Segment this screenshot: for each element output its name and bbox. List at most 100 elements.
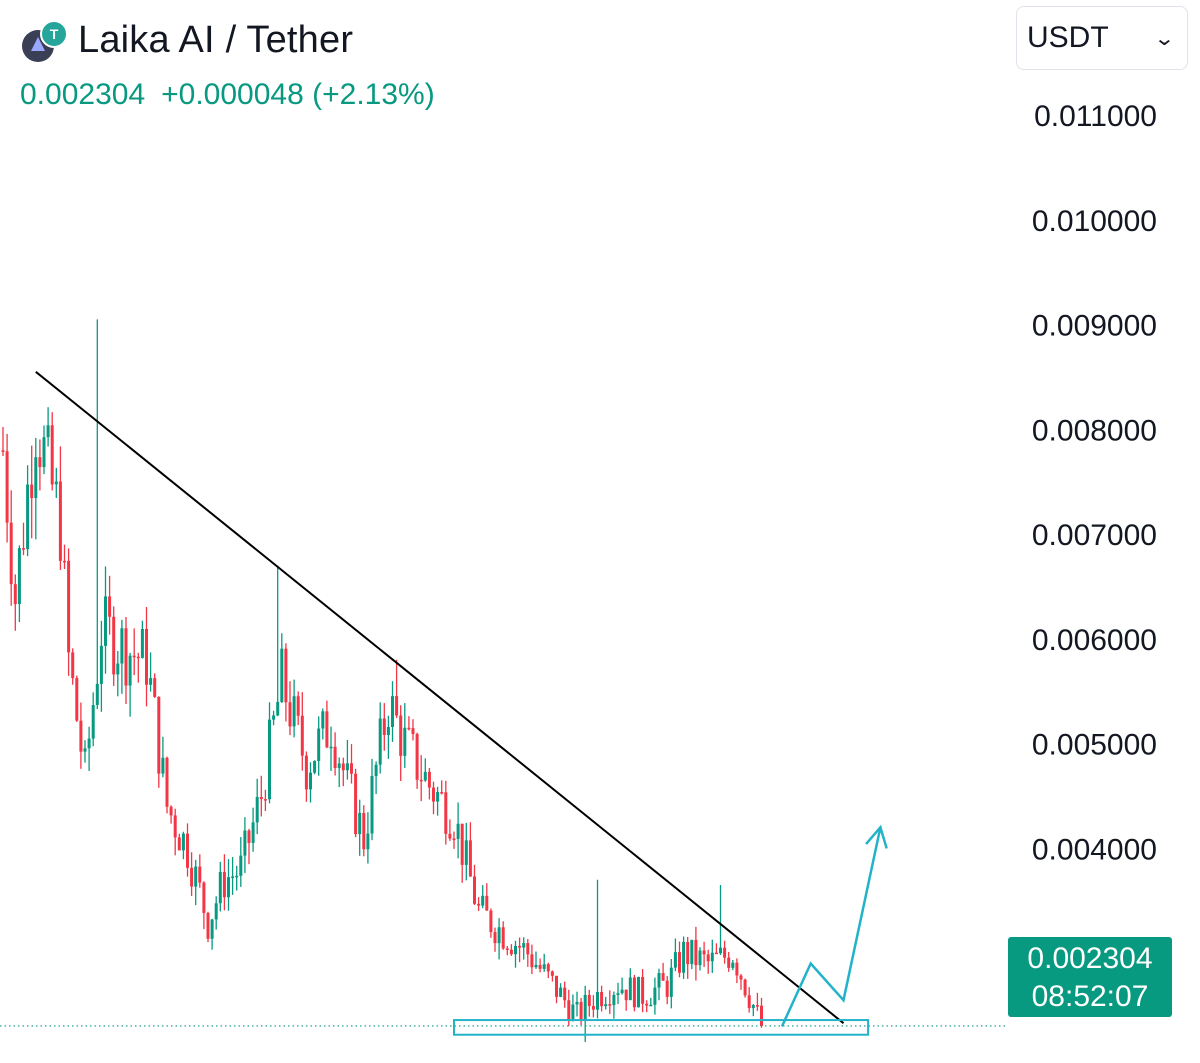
candle-body <box>723 947 727 958</box>
candle-body <box>42 437 46 468</box>
candle-body <box>288 702 292 727</box>
candle <box>559 983 563 998</box>
candle <box>71 648 75 685</box>
candle-body <box>378 718 382 765</box>
candle <box>419 755 423 802</box>
candle <box>616 982 620 1005</box>
candle <box>210 918 214 950</box>
candle-body <box>140 628 144 658</box>
candle-body <box>325 711 329 748</box>
candle-body <box>317 728 321 761</box>
candle-body <box>63 560 66 563</box>
candle-body <box>530 954 534 968</box>
candle <box>571 994 575 1022</box>
candle-body <box>481 895 485 906</box>
candle-body <box>399 715 403 756</box>
candle <box>145 607 148 707</box>
candle <box>247 828 251 865</box>
candle <box>587 989 591 1017</box>
candle <box>321 708 325 740</box>
candle-body <box>682 941 686 973</box>
candle-body <box>419 779 423 782</box>
candle <box>34 437 38 540</box>
candle <box>276 565 280 717</box>
candle <box>313 760 317 775</box>
candle <box>550 970 554 982</box>
candle-body <box>38 457 42 468</box>
candle-body <box>505 948 509 950</box>
tether-logo-icon: T <box>40 20 68 48</box>
candle-body <box>370 776 374 834</box>
last-price-label-value: 0.002304 <box>1027 942 1153 975</box>
candle <box>194 859 198 906</box>
candle <box>165 756 169 814</box>
candle-body <box>641 976 645 1004</box>
candle-body <box>473 876 476 904</box>
candle <box>9 490 13 606</box>
candle <box>54 467 58 498</box>
candle-body <box>542 964 546 969</box>
candle <box>403 703 407 768</box>
candle <box>153 673 157 698</box>
candle <box>501 921 505 950</box>
candle-body <box>243 830 247 856</box>
candle-body <box>604 1004 608 1007</box>
candle-body <box>321 711 325 729</box>
candle-body <box>99 645 103 684</box>
trendline[interactable] <box>35 371 845 1024</box>
candle <box>563 981 567 1008</box>
support-zone[interactable] <box>453 1019 870 1036</box>
candle-body <box>46 425 50 438</box>
candle <box>173 808 177 856</box>
candle-body <box>181 833 185 851</box>
candle-body <box>719 947 722 954</box>
candle <box>227 859 230 911</box>
candle <box>13 574 17 631</box>
candle-body <box>710 952 714 962</box>
candle <box>723 940 727 964</box>
candle-body <box>403 727 407 756</box>
candle <box>555 975 558 1004</box>
candle <box>395 659 399 718</box>
candle <box>448 819 452 841</box>
candle <box>304 751 308 802</box>
candle-body <box>263 799 267 801</box>
candle <box>751 1004 755 1017</box>
candle <box>706 949 710 974</box>
projection-arrow-head-icon <box>865 824 888 849</box>
candle <box>50 412 54 491</box>
candle-body <box>218 871 222 904</box>
candle <box>411 719 415 741</box>
candle-body <box>120 628 124 664</box>
candle-body <box>583 994 587 1020</box>
candle-body <box>546 964 550 972</box>
currency-select-value: USDT <box>1027 21 1109 54</box>
candle <box>222 854 226 911</box>
candle <box>596 879 599 1019</box>
drawings[interactable] <box>0 371 1005 1036</box>
projection-path[interactable] <box>780 827 882 1027</box>
candle-body <box>678 952 681 973</box>
candle <box>460 823 464 883</box>
candle-body <box>202 882 206 913</box>
candle <box>177 833 181 851</box>
candle <box>128 652 132 717</box>
candle <box>161 736 165 778</box>
candle-body <box>91 705 95 739</box>
candle <box>116 650 120 697</box>
candle-body <box>702 950 706 955</box>
chevron-down-icon: ⌄ <box>1153 27 1176 50</box>
pair-logo-icon: T <box>20 16 68 64</box>
candle <box>755 992 759 1011</box>
y-tick-label: 0.007000 <box>1032 519 1157 552</box>
currency-select[interactable]: USDT ⌄ <box>1016 6 1188 70</box>
candle-body <box>649 1004 653 1007</box>
candle <box>292 679 296 738</box>
candle-body <box>489 910 493 933</box>
candle-body <box>747 995 751 1009</box>
last-price: 0.002304 <box>20 78 146 111</box>
candle <box>637 976 640 1008</box>
price-axis[interactable]: 0.011000 0.010000 0.009000 0.008000 0.007000… <box>1032 100 1157 971</box>
candle <box>284 643 288 722</box>
